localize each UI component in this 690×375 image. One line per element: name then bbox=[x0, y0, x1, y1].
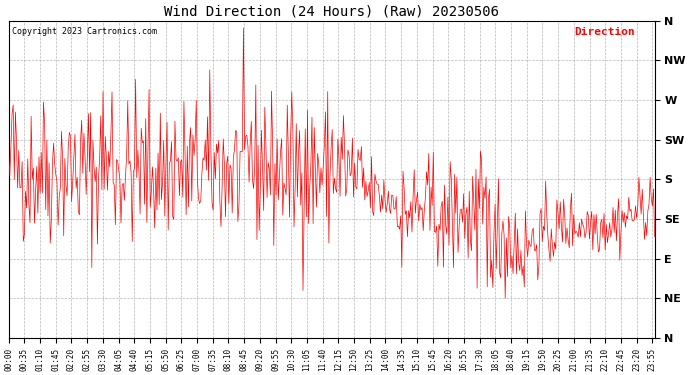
Text: Copyright 2023 Cartronics.com: Copyright 2023 Cartronics.com bbox=[12, 27, 157, 36]
Text: Direction: Direction bbox=[575, 27, 635, 37]
Title: Wind Direction (24 Hours) (Raw) 20230506: Wind Direction (24 Hours) (Raw) 20230506 bbox=[164, 4, 499, 18]
